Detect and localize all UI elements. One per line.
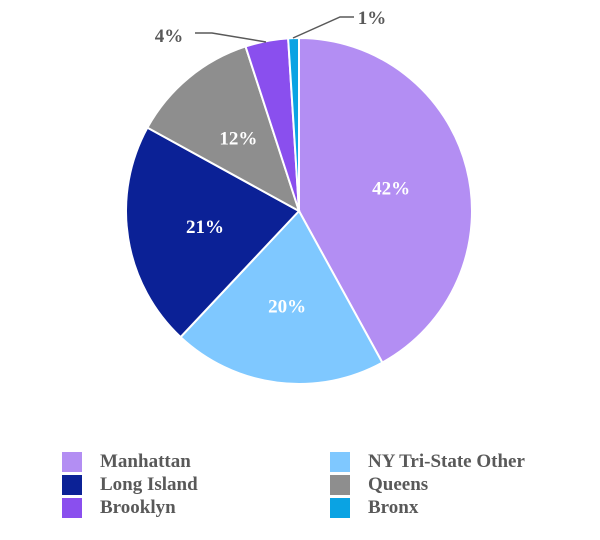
data-label: 20%	[268, 296, 306, 317]
legend-item: Manhattan	[62, 451, 191, 473]
legend-item: NY Tri-State Other	[330, 451, 525, 473]
legend-label: Manhattan	[100, 451, 191, 472]
legend-item: Queens	[330, 474, 428, 496]
legend-item: Brooklyn	[62, 497, 176, 519]
data-label: 1%	[358, 8, 387, 29]
data-label: 21%	[186, 217, 224, 238]
data-label: 42%	[372, 178, 410, 199]
legend-swatch	[62, 452, 82, 472]
legend-label: Brooklyn	[100, 497, 176, 518]
legend-item: Bronx	[330, 497, 418, 519]
legend-label: Long Island	[100, 474, 198, 495]
data-label: 12%	[219, 129, 257, 150]
legend-swatch	[330, 452, 350, 472]
pie-slice-queens	[146, 45, 301, 214]
pie-slice-manhattan	[298, 36, 473, 364]
legend-swatch	[62, 475, 82, 495]
data-label: 4%	[155, 26, 184, 47]
legend-swatch	[330, 498, 350, 518]
legend-label: Bronx	[368, 497, 419, 518]
leader-line	[195, 32, 267, 43]
pie-slice-ny-tri-state-other	[179, 209, 384, 385]
pie-slice-long-island	[125, 126, 301, 339]
legend-label: Queens	[368, 474, 429, 495]
legend-swatch	[62, 498, 82, 518]
legend-item: Long Island	[62, 474, 198, 496]
leader-line	[292, 16, 354, 39]
legend-label: NY Tri-State Other	[368, 451, 525, 472]
legend-swatch	[330, 475, 350, 495]
